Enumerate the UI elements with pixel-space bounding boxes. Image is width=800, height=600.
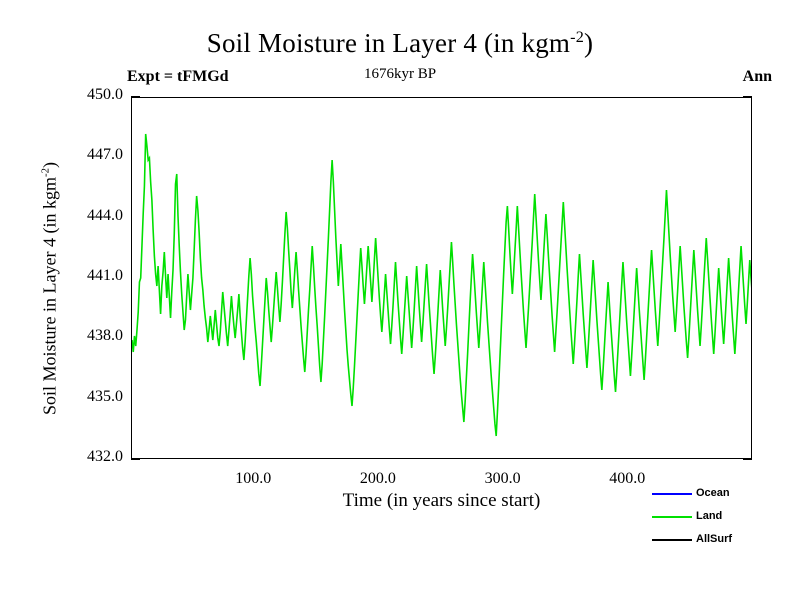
- season-label: Ann: [742, 68, 772, 85]
- line-chart-canvas: [132, 133, 751, 437]
- x-tick-label: 300.0: [484, 470, 521, 487]
- legend-label: Land: [696, 510, 723, 522]
- legend-swatch-line: [652, 516, 692, 518]
- title-main: Soil Moisture in Layer 4 (in kgm: [206, 28, 571, 58]
- x-tick-label: 100.0: [235, 470, 272, 487]
- legend-label: AllSurf: [696, 533, 733, 545]
- legend-label: Ocean: [696, 487, 730, 499]
- y-tick-label: 441.0: [87, 267, 123, 284]
- x-tick-label: 400.0: [609, 470, 646, 487]
- series-line-land: [132, 133, 751, 437]
- y-tick-label: 435.0: [87, 387, 123, 405]
- page-title: Soil Moisture in Layer 4 (in kgm-2): [0, 28, 800, 59]
- experiment-label: Expt = tFMGd: [127, 68, 229, 85]
- y-tick-major-right: [743, 96, 752, 98]
- y-tick-label: 450.0: [87, 86, 123, 103]
- y-tick-label: 432.0: [87, 448, 123, 465]
- subtitle: 1676kyr BP: [363, 66, 437, 82]
- plot-area: [131, 97, 752, 459]
- title-superscript: -2: [570, 28, 585, 46]
- x-axis-title: Time (in years since start): [342, 490, 541, 511]
- legend-swatch-line: [652, 539, 692, 541]
- legend-swatch-line: [652, 493, 692, 495]
- title-tail: ): [584, 28, 594, 58]
- y-tick-label: 444.0: [87, 206, 123, 224]
- y-tick-label: 447.0: [87, 146, 123, 164]
- y-tick-label: 438.0: [87, 327, 123, 345]
- x-tick-label: 200.0: [359, 470, 396, 487]
- y-tick-major: [131, 96, 140, 98]
